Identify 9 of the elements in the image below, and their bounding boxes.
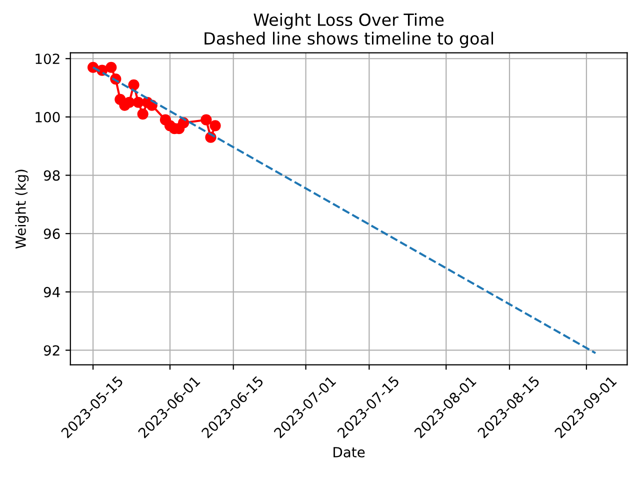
- y-tick-label: 94: [44, 286, 60, 298]
- y-tick-label: 96: [44, 228, 60, 240]
- y-tick-label: 98: [44, 170, 60, 181]
- y-tick-label: 92: [44, 345, 60, 356]
- y-tick-label: 100: [36, 112, 60, 122]
- chart-title: Weight Loss Over Time Dashed line shows timeline to goal: [204, 13, 494, 48]
- y-tick-label: 102: [36, 54, 60, 64]
- y-axis-title: Weight (kg): [15, 170, 29, 249]
- x-axis-title: Date: [334, 447, 365, 458]
